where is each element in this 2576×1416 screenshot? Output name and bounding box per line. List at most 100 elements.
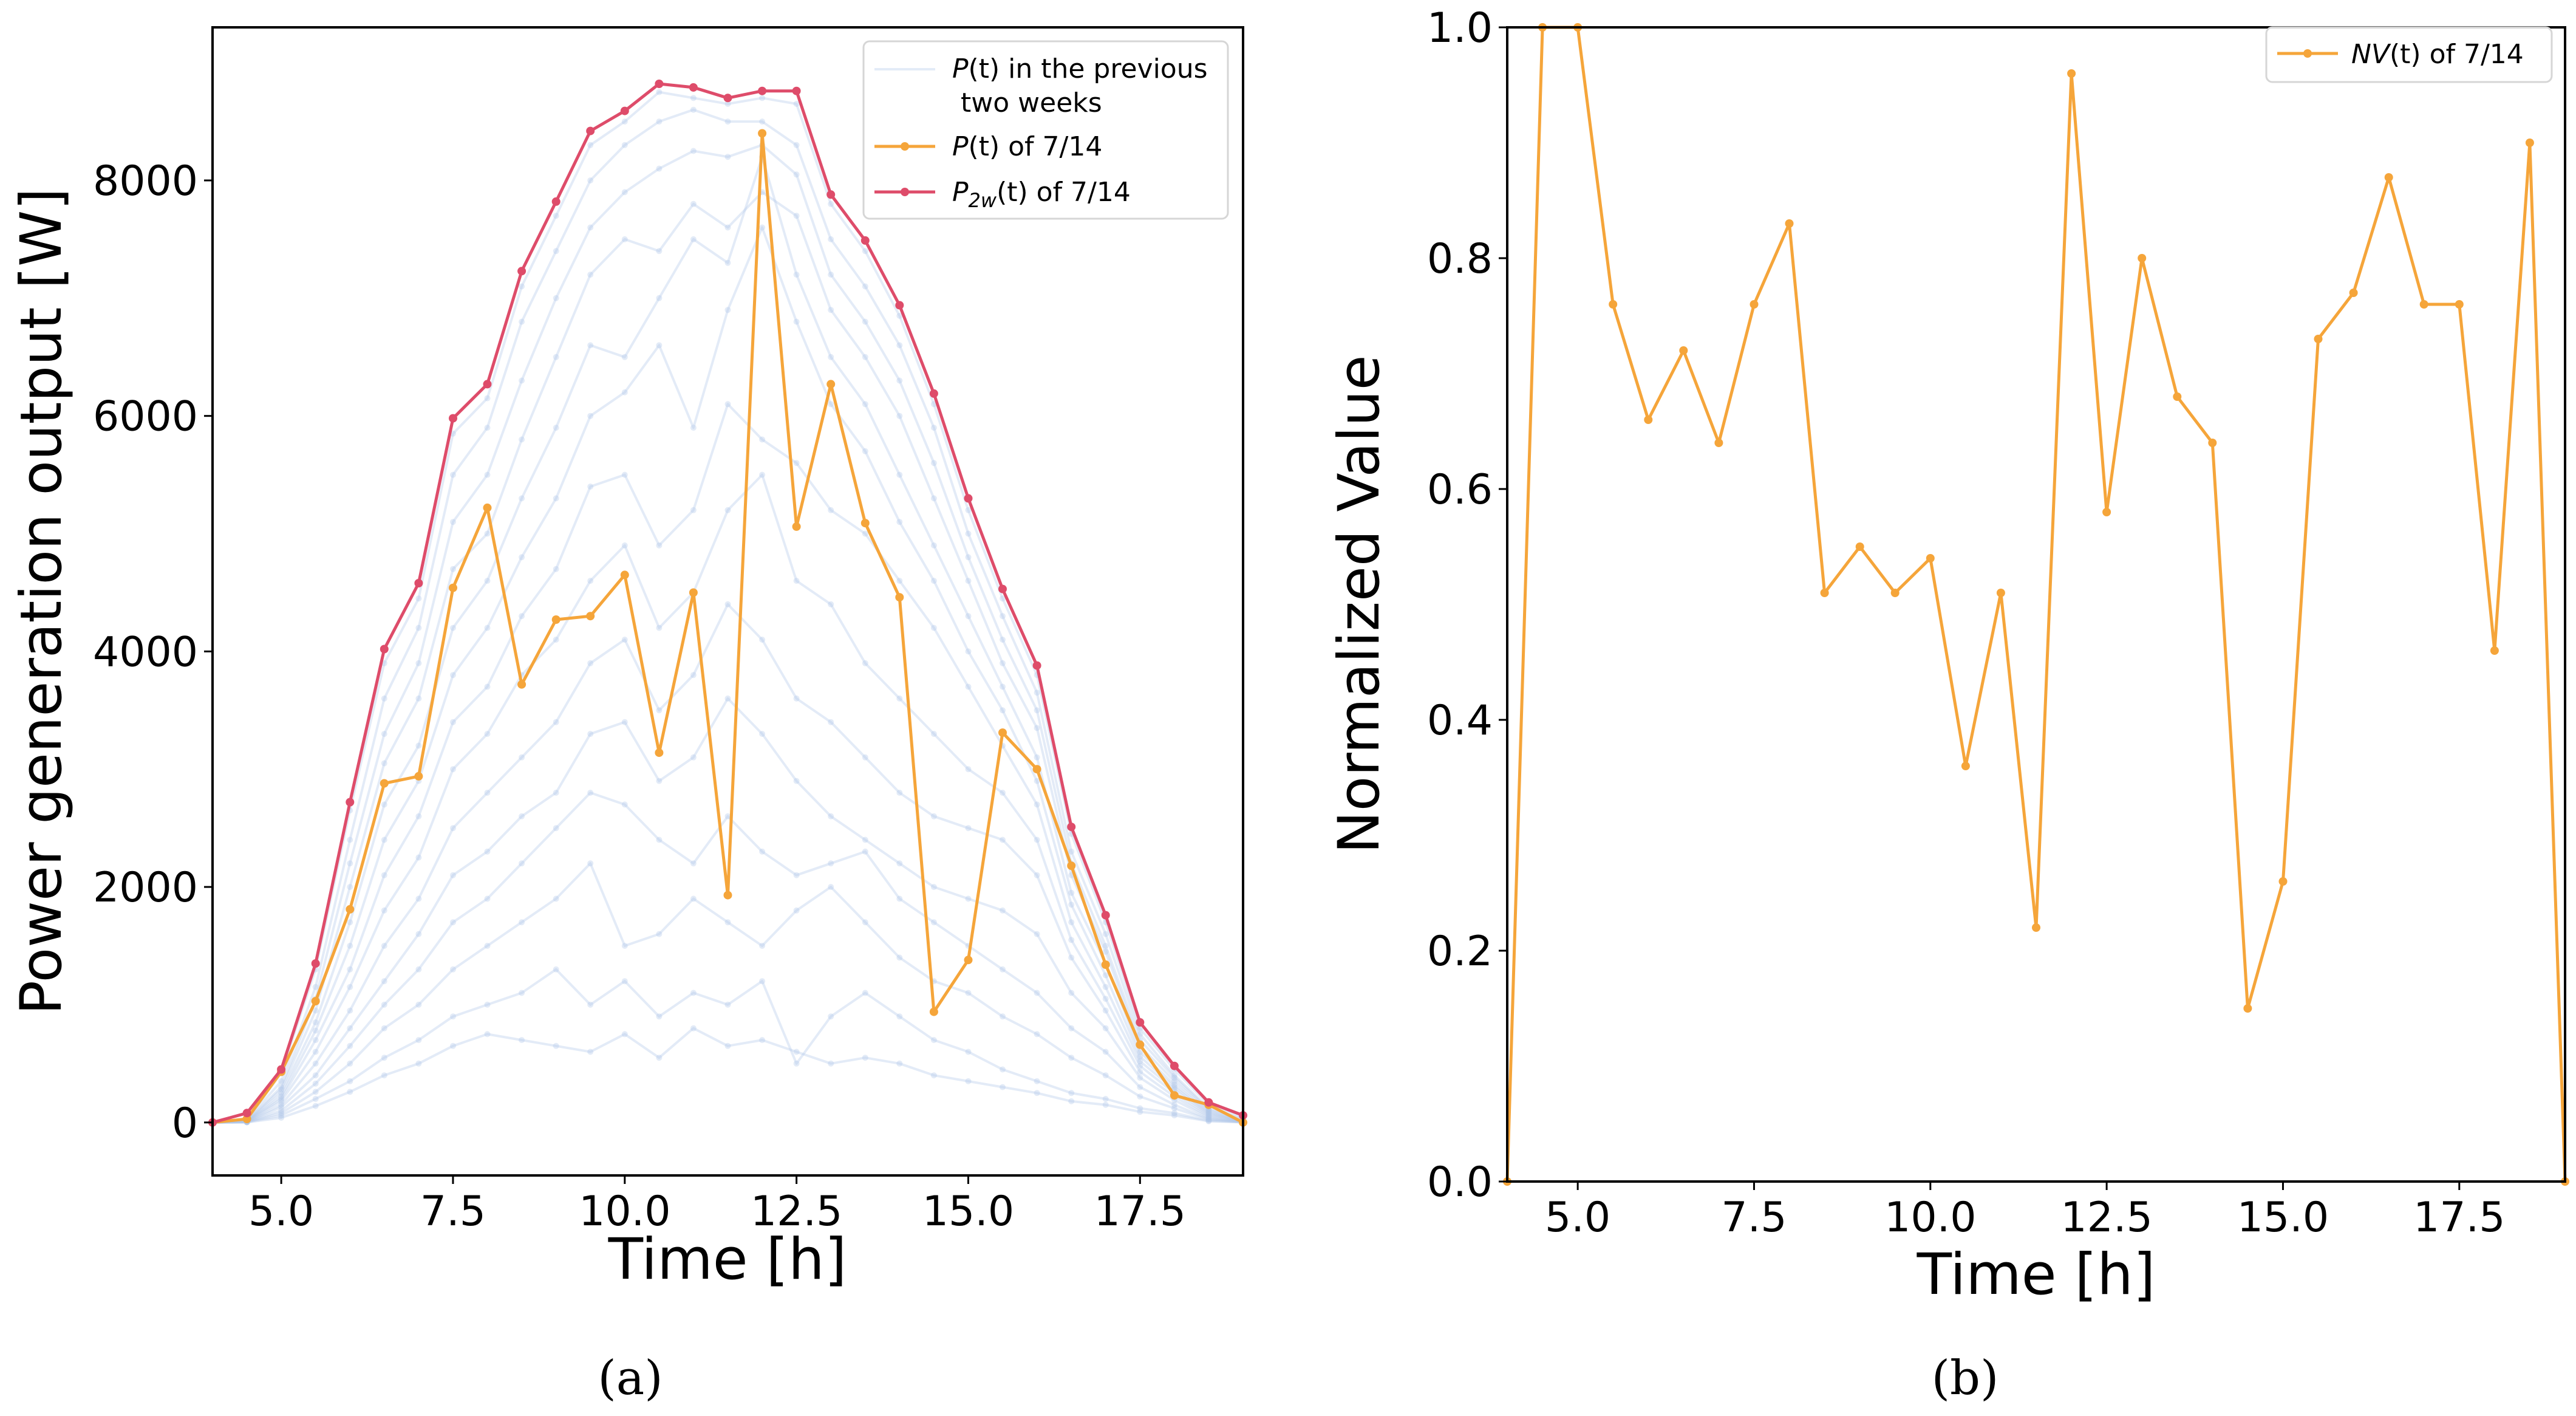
history-day-9-point: [484, 790, 491, 796]
history-day-10-point: [1068, 990, 1075, 996]
history-day-10-point: [587, 731, 594, 737]
chart-b-x-tick-label: 12.5: [2060, 1194, 2152, 1242]
chart-a-y-tick-label: 0: [172, 1100, 198, 1148]
chart-a-x-tick-label: 7.5: [420, 1188, 486, 1236]
history-day-6-line: [212, 226, 1244, 1124]
history-day-11-point: [587, 790, 594, 796]
history-day-2-point: [587, 177, 594, 183]
history-day-5-point: [656, 295, 663, 301]
history-day-8-point: [965, 766, 972, 773]
history-day-2-point: [347, 836, 353, 843]
history-day-9-point: [896, 790, 903, 796]
history-day-9-point: [587, 660, 594, 666]
nv-point: [2243, 1004, 2252, 1013]
today-point: [689, 588, 698, 597]
history-day-11-point: [759, 848, 766, 855]
history-day-10-point: [724, 695, 731, 702]
history-day-3-point: [1034, 707, 1040, 714]
history-day-8-point: [793, 578, 800, 584]
today-point: [826, 380, 836, 389]
history-day-6-point: [965, 648, 972, 655]
history-day-4-point: [312, 1007, 319, 1014]
history-day-3-point: [965, 554, 972, 561]
history-day-7-point: [587, 484, 594, 490]
history-day-14-point: [347, 1089, 353, 1095]
envelope-point: [414, 579, 423, 587]
nv-point: [1609, 300, 1618, 309]
history-day-13-point: [347, 1078, 353, 1084]
history-day-9-point: [312, 1060, 319, 1067]
history-day-4-point: [278, 1086, 285, 1093]
chart-b-y-tick-label: 0.8: [1427, 235, 1493, 283]
history-day-2-point: [484, 425, 491, 431]
chart-a-xlabel: Time [h]: [608, 1226, 847, 1293]
history-day-11-point: [1102, 1048, 1109, 1055]
history-day-12-point: [656, 931, 663, 937]
history-day-12-point: [312, 1089, 319, 1095]
history-day-2-point: [553, 248, 559, 255]
nv-point: [1890, 589, 1900, 597]
history-day-5-point: [415, 742, 422, 749]
nv-point: [1750, 300, 1759, 309]
history-day-1-point: [759, 95, 766, 101]
history-day-1-point: [415, 595, 422, 602]
history-day-5-point: [1034, 754, 1040, 761]
history-day-2-point: [759, 118, 766, 125]
history-day-13-point: [930, 1037, 937, 1044]
history-day-1-point: [656, 89, 663, 95]
today-point: [551, 615, 561, 624]
history-day-8-point: [381, 907, 387, 914]
history-day-12-point: [759, 943, 766, 949]
history-day-11-point: [553, 825, 559, 832]
history-day-8-point: [553, 637, 559, 643]
nv-point: [2525, 139, 2534, 147]
history-day-4-point: [1102, 948, 1109, 955]
history-day-14-point: [793, 1048, 800, 1055]
history-day-11-point: [724, 813, 731, 819]
history-day-9-point: [1205, 1113, 1212, 1120]
history-day-5-point: [1000, 683, 1006, 690]
history-day-3-point: [484, 471, 491, 478]
history-day-4-point: [793, 213, 800, 219]
history-day-3-point: [724, 154, 731, 160]
legend-envelope-symbol: P: [952, 177, 969, 208]
legend-nv-marker: [2303, 49, 2312, 58]
history-day-11-point: [450, 919, 456, 926]
history-day-11-point: [896, 895, 903, 902]
today-point: [964, 956, 973, 965]
history-day-11-line: [212, 792, 1244, 1124]
history-day-10-point: [690, 754, 697, 761]
history-day-5-point: [484, 578, 491, 584]
history-day-2-point: [965, 530, 972, 537]
history-day-7-point: [862, 530, 868, 537]
history-day-9-point: [415, 895, 422, 902]
history-day-4-point: [690, 200, 697, 207]
history-day-12-point: [621, 943, 628, 949]
today-point: [517, 680, 526, 689]
history-day-6-point: [450, 672, 456, 679]
today-point: [1170, 1091, 1179, 1100]
history-day-4-point: [930, 495, 937, 502]
today-point: [620, 570, 629, 580]
history-day-4-point: [896, 412, 903, 419]
envelope-point: [517, 267, 526, 276]
history-day-1-point: [1000, 595, 1006, 602]
history-day-13-point: [312, 1096, 319, 1102]
history-day-5-point: [793, 272, 800, 278]
history-day-13-point: [896, 1013, 903, 1020]
history-day-3-point: [553, 295, 559, 301]
history-day-14-point: [1034, 1090, 1040, 1096]
chart-a-x-ticks: 5.0 7.5 10.0 12.5 15.0 17.5: [248, 1175, 1186, 1236]
history-day-13-point: [587, 1001, 594, 1008]
history-day-12-point: [553, 895, 559, 902]
envelope-point: [242, 1109, 251, 1118]
history-day-3-point: [347, 860, 353, 867]
envelope-point: [792, 86, 801, 95]
history-day-9-point: [724, 601, 731, 607]
history-day-7-point: [450, 719, 456, 725]
history-day-7-line: [212, 403, 1244, 1124]
envelope-point: [551, 197, 561, 206]
history-day-7-point: [415, 813, 422, 819]
history-day-13-point: [1102, 1096, 1109, 1102]
history-day-10-point: [519, 813, 525, 819]
